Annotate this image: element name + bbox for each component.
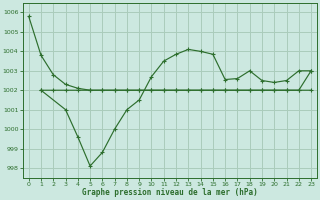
X-axis label: Graphe pression niveau de la mer (hPa): Graphe pression niveau de la mer (hPa) <box>82 188 258 197</box>
